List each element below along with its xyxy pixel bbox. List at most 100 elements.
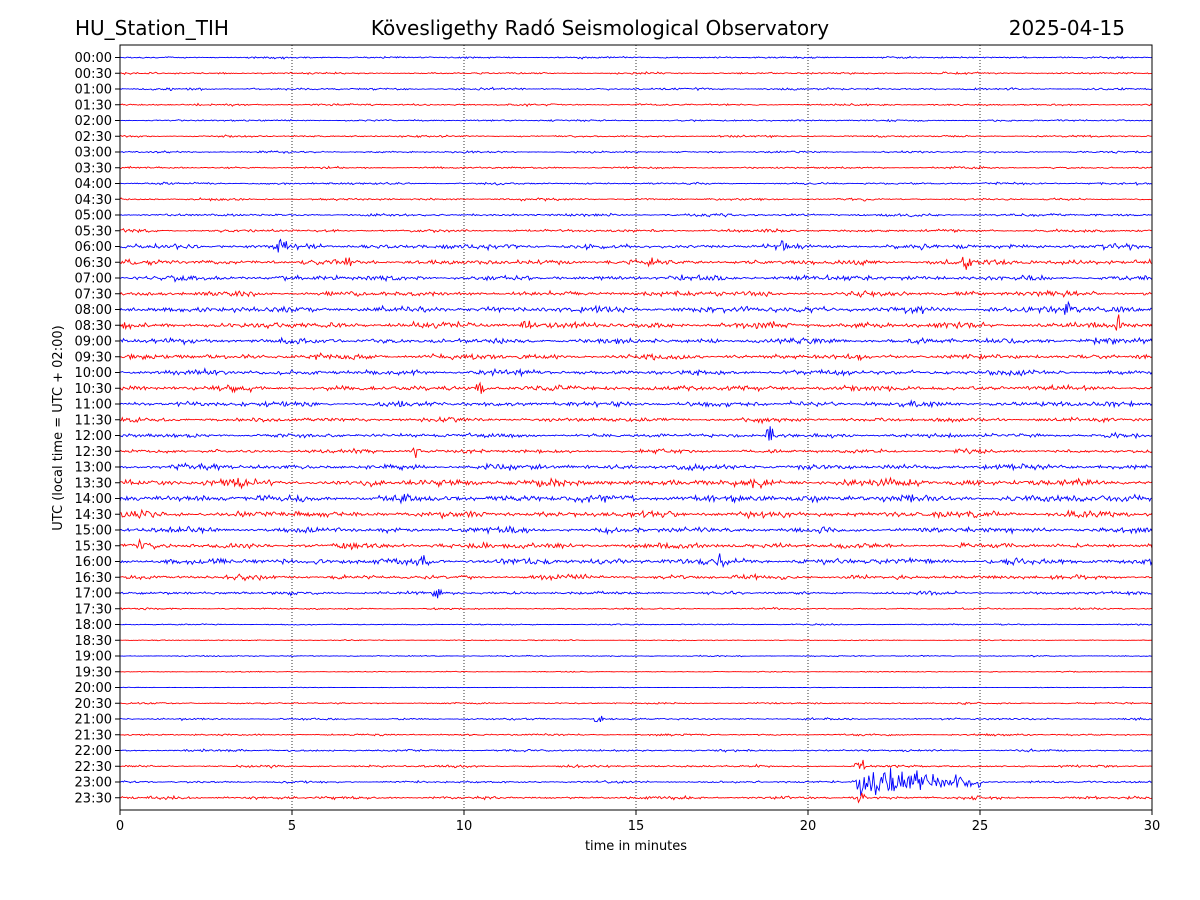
trace-1200 xyxy=(119,426,1153,441)
trace-1430 xyxy=(119,508,1153,520)
trace-0130 xyxy=(119,102,1153,108)
trace-0330 xyxy=(119,165,1153,170)
trace-1000 xyxy=(119,367,1153,378)
y-tick-label: 11:00 xyxy=(75,398,112,413)
y-tick-label: 20:30 xyxy=(75,697,112,712)
x-axis-label: time in minutes xyxy=(585,839,687,854)
trace-0530 xyxy=(119,227,1153,234)
y-tick-label: 18:00 xyxy=(75,618,112,633)
trace-2100 xyxy=(119,715,1153,723)
trace-1130 xyxy=(119,415,1153,425)
trace-1330 xyxy=(119,476,1153,490)
trace-1730 xyxy=(119,606,1153,611)
trace-2300 xyxy=(119,768,1153,797)
y-axis-label: UTC (local time = UTC + 02:00) xyxy=(51,325,66,530)
x-tick-label: 0 xyxy=(116,819,124,834)
trace-0030 xyxy=(119,71,1153,76)
x-tick-label: 20 xyxy=(800,819,817,834)
chart-title: Kövesligethy Radó Seismological Observat… xyxy=(370,16,830,40)
trace-0730 xyxy=(119,289,1153,299)
y-tick-label: 00:30 xyxy=(75,67,112,82)
trace-0930 xyxy=(119,352,1153,362)
y-tick-label: 20:00 xyxy=(75,681,112,696)
grid-lines xyxy=(291,45,981,810)
y-tick-label: 01:30 xyxy=(75,98,112,113)
trace-0400 xyxy=(119,181,1153,186)
y-tick-label: 15:00 xyxy=(75,524,112,539)
y-tick-label: 21:30 xyxy=(75,728,112,743)
y-tick-label: 13:30 xyxy=(75,476,112,491)
y-tick-label: 06:30 xyxy=(75,256,112,271)
y-tick-label: 04:30 xyxy=(75,193,112,208)
y-tick-label: 14:30 xyxy=(75,508,112,523)
trace-1600 xyxy=(119,553,1153,569)
y-tick-label: 15:30 xyxy=(75,539,112,554)
trace-1500 xyxy=(119,525,1153,536)
y-tick-label: 12:30 xyxy=(75,445,112,460)
trace-0230 xyxy=(119,134,1153,139)
trace-0000 xyxy=(119,55,1153,60)
trace-0600 xyxy=(119,238,1153,253)
y-tick-label: 13:00 xyxy=(75,461,112,476)
x-tick-label: 15 xyxy=(628,819,645,834)
y-tick-label: 19:00 xyxy=(75,650,112,665)
trace-2030 xyxy=(119,701,1153,706)
y-tick-labels: 00:0000:3001:0001:3002:0002:3003:0003:30… xyxy=(75,51,120,806)
trace-0900 xyxy=(119,336,1153,346)
y-tick-label: 03:00 xyxy=(75,146,112,161)
trace-1930 xyxy=(119,670,1153,673)
plot-frame xyxy=(119,44,1153,811)
trace-2200 xyxy=(119,748,1153,753)
y-tick-label: 10:30 xyxy=(75,382,112,397)
seismogram-traces xyxy=(119,55,1153,804)
x-tick-label: 5 xyxy=(288,819,296,834)
y-tick-label: 19:30 xyxy=(75,665,112,680)
y-tick-label: 12:00 xyxy=(75,429,112,444)
y-tick-label: 01:00 xyxy=(75,83,112,98)
y-tick-label: 08:30 xyxy=(75,319,112,334)
trace-1030 xyxy=(119,381,1153,394)
y-tick-label: 08:00 xyxy=(75,303,112,318)
y-tick-label: 16:00 xyxy=(75,555,112,570)
trace-1230 xyxy=(119,447,1153,459)
y-tick-label: 04:00 xyxy=(75,177,112,192)
y-tick-label: 22:30 xyxy=(75,760,112,775)
x-tick-label: 25 xyxy=(972,819,989,834)
trace-1630 xyxy=(119,572,1153,582)
trace-0800 xyxy=(119,300,1153,315)
trace-1800 xyxy=(119,623,1153,626)
y-tick-label: 10:00 xyxy=(75,366,112,381)
y-tick-label: 16:30 xyxy=(75,571,112,586)
y-tick-label: 17:30 xyxy=(75,602,112,617)
y-tick-label: 00:00 xyxy=(75,51,112,66)
y-tick-label: 21:00 xyxy=(75,713,112,728)
y-tick-label: 23:30 xyxy=(75,791,112,806)
y-tick-label: 06:00 xyxy=(75,240,112,255)
trace-1530 xyxy=(119,538,1153,551)
trace-2230 xyxy=(119,759,1153,771)
y-tick-label: 11:30 xyxy=(75,413,112,428)
trace-0300 xyxy=(119,150,1153,154)
trace-1300 xyxy=(119,462,1153,472)
trace-1400 xyxy=(119,493,1153,505)
y-tick-label: 22:00 xyxy=(75,744,112,759)
trace-1830 xyxy=(119,639,1153,642)
y-tick-label: 14:00 xyxy=(75,492,112,507)
y-tick-label: 02:30 xyxy=(75,130,112,145)
y-tick-label: 05:30 xyxy=(75,224,112,239)
trace-2330 xyxy=(119,792,1153,804)
trace-0630 xyxy=(119,256,1153,270)
trace-0500 xyxy=(119,212,1153,218)
y-tick-label: 23:00 xyxy=(75,776,112,791)
y-tick-label: 09:00 xyxy=(75,335,112,350)
trace-1700 xyxy=(119,588,1153,599)
trace-1900 xyxy=(119,654,1153,658)
date-label: 2025-04-15 xyxy=(1008,16,1125,40)
trace-0830 xyxy=(119,314,1153,331)
trace-2000 xyxy=(119,686,1153,689)
y-tick-label: 18:30 xyxy=(75,634,112,649)
x-tick-label: 30 xyxy=(1144,819,1161,834)
x-axis: 0 5 10 15 20 25 30 xyxy=(116,810,1160,834)
y-tick-label: 07:00 xyxy=(75,272,112,287)
y-tick-label: 03:30 xyxy=(75,161,112,176)
